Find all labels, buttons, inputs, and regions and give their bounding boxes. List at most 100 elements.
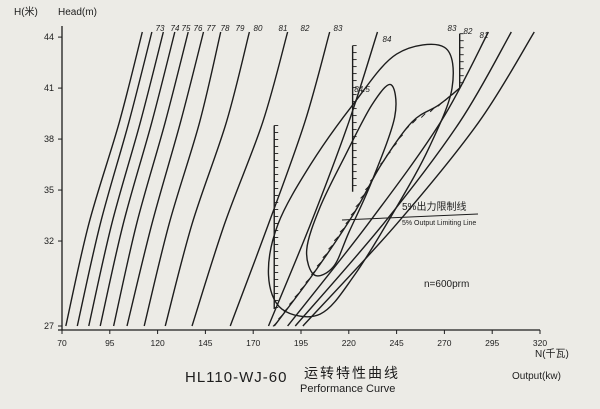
chart-title-cn: 运转特性曲线 xyxy=(304,365,400,381)
efficiency-line xyxy=(229,31,331,327)
efficiency-line xyxy=(294,31,512,327)
chart-title: HL110-WJ-60 xyxy=(185,369,288,386)
limit-hatch xyxy=(316,261,322,267)
efficiency-line-label: 81 xyxy=(480,31,489,40)
limit-hatch xyxy=(294,292,300,298)
limit-hatch xyxy=(398,134,404,140)
limit-hatch xyxy=(444,96,450,101)
efficiency-line-label: 73 xyxy=(156,24,165,33)
x-tick-label: 70 xyxy=(57,338,67,348)
limit-hatch xyxy=(328,244,333,250)
y-axis-label-cn: H(米) xyxy=(14,7,38,18)
efficiency-island-label: 84.5 xyxy=(354,85,370,94)
y-tick-label: 38 xyxy=(44,134,54,144)
efficiency-line-label: 83 xyxy=(334,24,343,33)
limit-hatch xyxy=(420,113,426,118)
efficiency-line-label: 77 xyxy=(207,24,216,33)
efficiency-island-label: 84 xyxy=(383,35,392,44)
efficiency-line xyxy=(112,31,189,327)
y-tick-label: 41 xyxy=(44,83,54,93)
y-tick-label: 27 xyxy=(44,321,54,331)
efficiency-line xyxy=(191,31,289,327)
efficiency-line-label: 82 xyxy=(301,24,310,33)
y-tick-label: 35 xyxy=(44,185,54,195)
limit-hatch xyxy=(365,185,370,191)
limit-hatch xyxy=(374,168,380,174)
limit-hatch xyxy=(355,202,361,208)
efficiency-line xyxy=(99,31,176,327)
efficiency-line-label: 75 xyxy=(182,24,191,33)
efficiency-line-label: 79 xyxy=(236,24,245,33)
efficiency-line-label: 81 xyxy=(279,24,288,33)
limit-hatch xyxy=(310,270,316,276)
x-tick-label: 95 xyxy=(105,338,115,348)
x-tick-label: 270 xyxy=(437,338,451,348)
x-tick-label: 320 xyxy=(533,338,547,348)
x-tick-label: 120 xyxy=(151,338,165,348)
limit-hatch xyxy=(283,307,289,313)
axes xyxy=(58,26,540,331)
limit-hatch xyxy=(392,142,397,148)
efficiency-line xyxy=(65,31,143,327)
output-limit-label-cn: 5%出力限制线 xyxy=(402,202,467,213)
limit-hatch xyxy=(386,151,391,157)
limit-hatch xyxy=(333,236,339,242)
limit-hatch xyxy=(429,107,435,113)
y-axis-label-en: Head(m) xyxy=(58,7,97,18)
efficiency-islands: 84 84.5 xyxy=(267,35,454,318)
limit-hatch xyxy=(360,193,365,199)
x-tick-label: 295 xyxy=(485,338,499,348)
efficiency-line xyxy=(143,31,222,327)
limit-hatch xyxy=(345,219,351,225)
efficiency-line-label: 74 xyxy=(171,24,180,33)
efficiency-line xyxy=(267,31,379,327)
efficiency-line xyxy=(88,31,165,327)
x-tick-label: 195 xyxy=(294,338,308,348)
x-axis-label-en: Output(kw) xyxy=(512,371,561,382)
limit-hatch xyxy=(437,101,443,107)
limit-hatch xyxy=(404,125,410,131)
x-tick-label: 220 xyxy=(342,338,356,348)
limit-leader-line xyxy=(341,213,479,221)
efficiency-island xyxy=(267,43,454,318)
efficiency-line-labels: 73 74 75 76 77 78 79 80 81 82 83 83 82 81 xyxy=(156,24,489,40)
efficiency-line-label: 83 xyxy=(448,24,457,33)
efficiency-line xyxy=(164,31,251,327)
efficiency-lines xyxy=(65,31,535,327)
vertical-limit-lines xyxy=(273,33,464,310)
efficiency-line xyxy=(76,31,153,327)
limit-hatch xyxy=(278,314,283,320)
limit-hatch xyxy=(369,176,375,182)
x-tick-label: 245 xyxy=(390,338,404,348)
chart-subtitle: Performance Curve xyxy=(300,383,396,395)
output-limit-line xyxy=(272,87,479,327)
limit-hatch xyxy=(412,118,417,124)
limit-hatch xyxy=(380,159,385,165)
limit-hatch xyxy=(322,253,328,259)
limit-hatch xyxy=(299,285,305,291)
limit-hatch xyxy=(350,210,356,216)
efficiency-line-label: 78 xyxy=(221,24,230,33)
y-tick-label: 44 xyxy=(44,32,54,42)
efficiency-line xyxy=(302,31,535,327)
limit-hatch xyxy=(451,90,457,96)
x-tick-label: 145 xyxy=(198,338,212,348)
efficiency-line-label: 82 xyxy=(464,27,473,36)
efficiency-line xyxy=(126,31,205,327)
y-tick-label: 32 xyxy=(44,236,54,246)
x-axis-label-cn: N(千瓦) xyxy=(535,349,569,360)
limit-hatch xyxy=(305,278,311,284)
limit-hatch xyxy=(288,300,294,305)
efficiency-line-label: 80 xyxy=(254,24,263,33)
x-tick-label: 170 xyxy=(246,338,260,348)
limit-hatch xyxy=(339,227,345,233)
tick-labels: 27 32 35 38 41 44 70 95 120 145 170 195 220 245 270 295… xyxy=(44,32,547,348)
speed-annotation: n=600prm xyxy=(424,279,470,290)
efficiency-line-label: 76 xyxy=(194,24,203,33)
efficiency-line xyxy=(287,31,489,327)
output-limit-label-en: 5% Output Limiting Line xyxy=(402,220,477,227)
efficiency-island xyxy=(305,83,397,277)
limit-hatch xyxy=(272,322,278,327)
